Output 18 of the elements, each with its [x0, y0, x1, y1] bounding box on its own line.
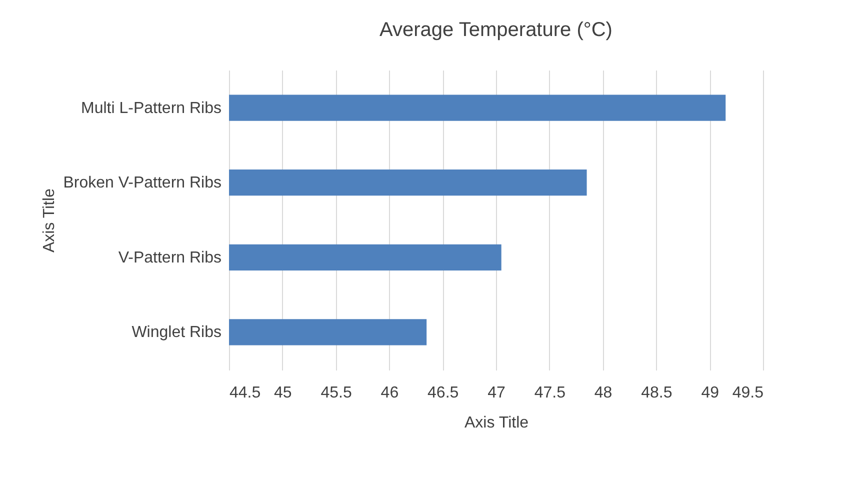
x-tick-label: 47	[488, 384, 506, 402]
x-tick-label: 46	[380, 384, 399, 402]
x-tick-label: 45	[274, 384, 292, 402]
x-tick-label: 49	[701, 384, 720, 402]
x-axis-title: Axis Title	[464, 414, 529, 432]
y-tick-label: Multi L-Pattern Ribs	[81, 100, 222, 117]
y-axis-title: Axis Title	[41, 188, 58, 253]
x-tick-label: 48.5	[641, 384, 672, 402]
x-tick-label: 44.5	[230, 384, 261, 402]
y-tick-label: Winglet Ribs	[132, 324, 222, 342]
x-tick-label: 45.5	[320, 384, 352, 402]
x-tick-label: 48	[594, 384, 612, 402]
x-tick-label: 47.5	[534, 384, 566, 402]
y-tick-label: Broken V-Pattern Ribs	[63, 174, 222, 192]
x-tick-label: 46.5	[428, 384, 459, 402]
chart-title: Average Temperature (°C)	[380, 19, 612, 41]
y-tick-label: V-Pattern Ribs	[118, 249, 222, 266]
x-tick-label: 49.5	[732, 384, 764, 402]
